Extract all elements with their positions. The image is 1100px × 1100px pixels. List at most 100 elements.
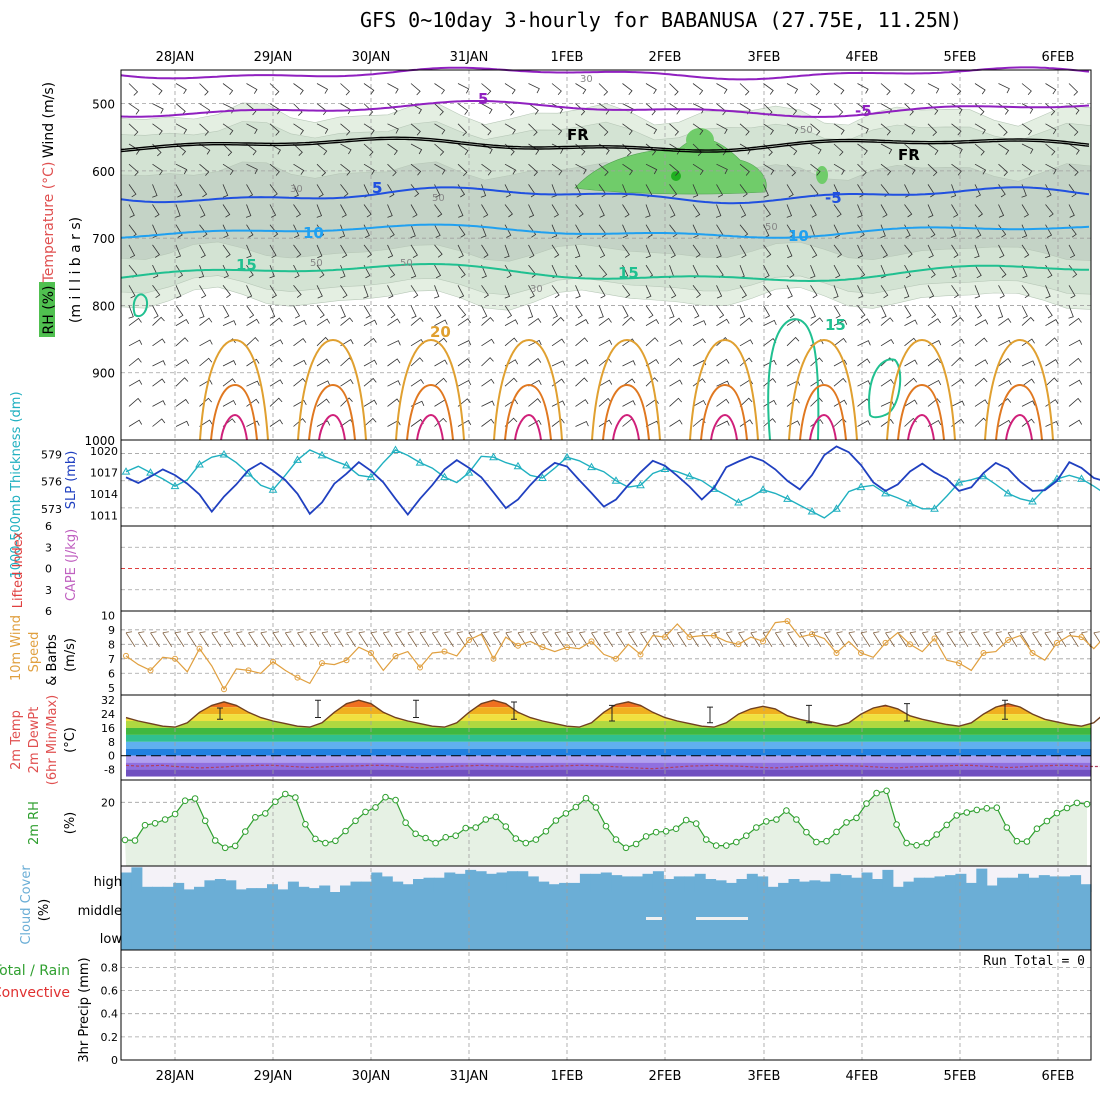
- wind-barb: [527, 305, 534, 319]
- rh2m-point: [883, 787, 890, 795]
- wind-barb: [974, 305, 983, 319]
- wind-barb: [739, 357, 753, 367]
- wind-barb: [433, 285, 440, 299]
- wind-barb: [692, 204, 701, 218]
- wind-barb: [316, 184, 324, 198]
- wind-barb: [998, 163, 1008, 177]
- wind-barb: [998, 224, 1007, 238]
- temp-line: [125, 699, 1100, 728]
- wind-barb: [716, 244, 722, 259]
- wind-barb: [340, 204, 347, 218]
- wind-barb: [128, 357, 142, 367]
- wind-barb: [645, 285, 652, 299]
- cloud-high-bar: [579, 873, 591, 892]
- rh-legend-swatch: [39, 282, 55, 337]
- temperature-fill: [126, 700, 1091, 777]
- cloud-high-bar: [600, 872, 612, 892]
- wind-barb: [246, 163, 258, 175]
- wind10m-point: [858, 650, 864, 656]
- wind-barb: [786, 103, 798, 116]
- wind-barb: [716, 305, 725, 319]
- wind10m-point: [931, 635, 938, 642]
- wind-barb: [410, 378, 424, 387]
- cloud-high-bar: [725, 882, 737, 892]
- wind-barb: [1045, 83, 1057, 95]
- wind-barb: [410, 204, 418, 218]
- wind-barb: [575, 83, 587, 95]
- rh2m-point: [482, 816, 490, 823]
- rh2m-point: [402, 819, 409, 827]
- wind10m-point: [221, 686, 227, 693]
- cloud-high-bar: [194, 886, 205, 892]
- wind-barb: [387, 163, 397, 177]
- contour-freezing-a: [120, 136, 1090, 151]
- contour-label: 50: [432, 193, 445, 204]
- cloud-high-gap: [413, 866, 424, 879]
- cloud-high-gap: [673, 866, 685, 877]
- wind-barb: [998, 123, 1008, 136]
- rh2m-point: [201, 817, 209, 825]
- contour-30-diurnal: [710, 413, 738, 441]
- cloud-high-gap: [986, 866, 998, 886]
- cloud-high-gap: [340, 866, 351, 886]
- wind-barb: [645, 224, 653, 238]
- ylabel-cape: CAPE (J/kg): [64, 529, 79, 601]
- ylabel-temp-a: 2m Temp: [9, 710, 24, 770]
- cloud-high-gap: [892, 866, 904, 887]
- wind-barb: [645, 123, 658, 135]
- cloud-high-gap: [663, 866, 675, 879]
- wind-barb: [340, 244, 348, 258]
- wind10m-barb: [480, 631, 491, 647]
- cloud-high-gap: [308, 866, 320, 889]
- x-label-top: 6FEB: [1042, 50, 1075, 65]
- wind-barb: [951, 244, 959, 258]
- contour-15-loop-3: [132, 293, 148, 318]
- wind-barb: [316, 224, 325, 238]
- wind-barb: [410, 123, 421, 136]
- wind-barb: [622, 316, 635, 326]
- wind-barb: [951, 378, 965, 387]
- wind10m-barb: [1007, 631, 1018, 647]
- wind-barb: [152, 305, 159, 319]
- wind-barb: [669, 317, 683, 326]
- wind-barb: [857, 163, 867, 177]
- wind-barb: [598, 317, 612, 326]
- wind-barb: [246, 123, 258, 135]
- cloud-high-bar: [1059, 876, 1071, 892]
- cloud-high-gap: [1028, 866, 1040, 878]
- rh2m-point: [472, 824, 480, 831]
- wind-barb: [880, 204, 888, 218]
- thickness-point: [170, 481, 180, 490]
- contour-25-diurnal: [504, 383, 552, 441]
- wind-barb: [1068, 285, 1076, 299]
- wind-barb: [927, 244, 934, 259]
- wind10m-point: [466, 636, 472, 643]
- wind-barb: [833, 244, 842, 258]
- wind10m-barb: [517, 631, 528, 647]
- wind-barb: [622, 264, 629, 279]
- cloud-high-bar: [1028, 877, 1040, 892]
- wind-barb: [340, 339, 354, 347]
- cloud-level-middle: middle: [78, 904, 122, 919]
- rh2m-point: [993, 804, 1001, 812]
- wind-barb: [904, 319, 918, 326]
- wind-barb: [622, 224, 628, 238]
- wind-barb: [857, 264, 866, 278]
- wind-barb: [998, 318, 1012, 326]
- wind-barb: [575, 377, 588, 387]
- cloud-high-gap: [600, 866, 612, 873]
- cloud-mid-gap: [696, 917, 748, 920]
- wind-barb: [974, 184, 981, 198]
- wind-barb: [763, 163, 775, 175]
- rh-high-patch-2: [816, 166, 828, 184]
- wind-barb: [481, 418, 495, 427]
- wind-barb: [786, 285, 793, 299]
- wind10m-point: [294, 674, 301, 681]
- wind-barb: [692, 163, 704, 176]
- wind-barb: [997, 305, 1004, 319]
- thickness-point: [342, 460, 351, 469]
- rh2m-point: [262, 810, 269, 817]
- cloud-high-gap: [517, 866, 529, 872]
- wind10m-point: [735, 641, 742, 648]
